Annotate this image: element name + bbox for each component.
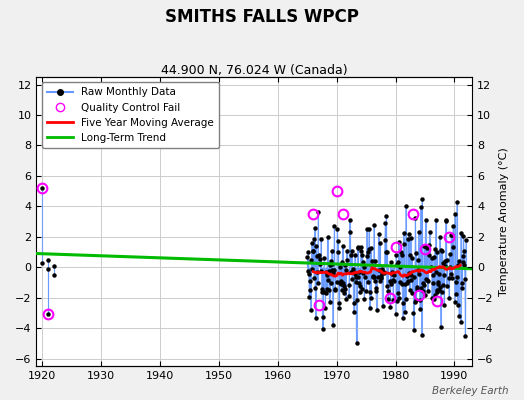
- Text: Berkeley Earth: Berkeley Earth: [432, 386, 508, 396]
- Text: SMITHS FALLS WPCP: SMITHS FALLS WPCP: [165, 8, 359, 26]
- Title: 44.900 N, 76.024 W (Canada): 44.900 N, 76.024 W (Canada): [161, 64, 347, 77]
- Y-axis label: Temperature Anomaly (°C): Temperature Anomaly (°C): [499, 147, 509, 296]
- Legend: Raw Monthly Data, Quality Control Fail, Five Year Moving Average, Long-Term Tren: Raw Monthly Data, Quality Control Fail, …: [41, 82, 219, 148]
